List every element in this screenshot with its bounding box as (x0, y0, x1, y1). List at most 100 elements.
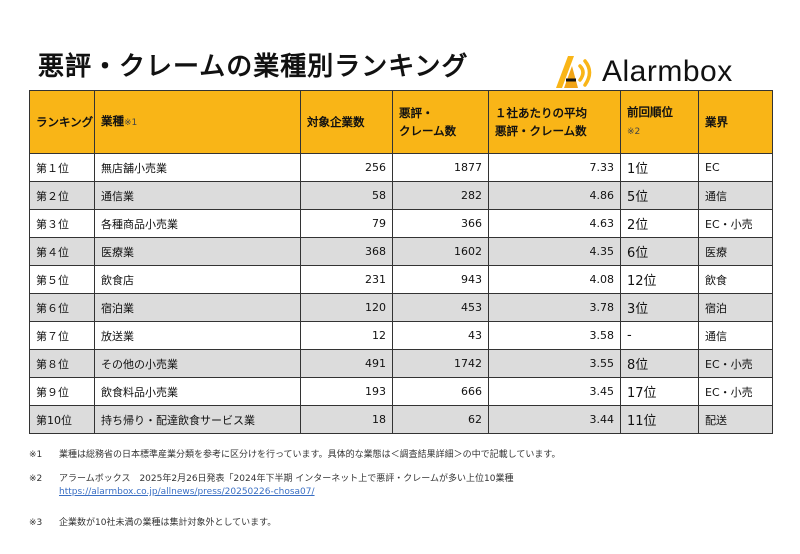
cell-sector: 医療 (698, 237, 773, 266)
cell-companies: 368 (300, 237, 393, 266)
table-row: 第８位 その他の小売業 491 1742 3.55 8位 EC・小売 (29, 349, 773, 378)
cell-sector: 宿泊 (698, 293, 773, 322)
header-complaints-line1: 悪評・ (399, 106, 434, 120)
brand-logo: Alarmbox (552, 52, 733, 92)
cell-complaints: 282 (392, 181, 489, 210)
header-prev-rank-label: 前回順位 (627, 105, 673, 119)
footnote-3: ※3 企業数が10社未満の業種は集計対象外としています。 (29, 517, 276, 530)
cell-average: 4.86 (488, 181, 621, 210)
header-average-line2: 悪評・クレーム数 (495, 124, 587, 138)
cell-rank: 第３位 (29, 209, 95, 238)
cell-industry: 放送業 (94, 321, 301, 350)
table-row: 第４位 医療業 368 1602 4.35 6位 医療 (29, 237, 773, 266)
footnote-1-mark: ※1 (29, 450, 43, 460)
cell-industry: その他の小売業 (94, 349, 301, 378)
header-industry-note: ※1 (124, 118, 138, 128)
cell-complaints: 666 (392, 377, 489, 406)
cell-average: 3.45 (488, 377, 621, 406)
cell-companies: 491 (300, 349, 393, 378)
cell-industry: 各種商品小売業 (94, 209, 301, 238)
cell-average: 4.63 (488, 209, 621, 238)
cell-industry: 持ち帰り・配達飲食サービス業 (94, 405, 301, 434)
cell-complaints: 43 (392, 321, 489, 350)
cell-average: 3.58 (488, 321, 621, 350)
cell-complaints: 1877 (392, 153, 489, 182)
header-average-line1: １社あたりの平均 (495, 106, 587, 120)
footnote-3-text: 企業数が10社未満の業種は集計対象外としています。 (59, 518, 277, 528)
cell-companies: 12 (300, 321, 393, 350)
cell-rank: 第４位 (29, 237, 95, 266)
cell-industry: 無店舗小売業 (94, 153, 301, 182)
cell-rank: 第６位 (29, 293, 95, 322)
alarm-logo-icon (556, 56, 592, 88)
cell-sector: 配送 (698, 405, 773, 434)
cell-sector: 通信 (698, 181, 773, 210)
cell-industry: 飲食料品小売業 (94, 377, 301, 406)
cell-prev-rank: 6位 (620, 237, 699, 266)
header-prev-rank-note: ※2 (627, 127, 641, 137)
ranking-table: ランキング 業種※1 対象企業数 悪評・ クレーム数 １社あたりの平均 悪評・クレー… (29, 90, 773, 434)
cell-rank: 第７位 (29, 321, 95, 350)
cell-companies: 79 (300, 209, 393, 238)
cell-complaints: 62 (392, 405, 489, 434)
cell-sector: 通信 (698, 321, 773, 350)
table-row: 第９位 飲食料品小売業 193 666 3.45 17位 EC・小売 (29, 377, 773, 406)
header-sector: 業界 (698, 90, 773, 154)
footnote-1: ※1 業種は総務省の日本標準産業分類を参考に区分けを行っています。具体的な業態は… (29, 449, 560, 462)
footnote-3-mark: ※3 (29, 518, 43, 528)
cell-prev-rank: 1位 (620, 153, 699, 182)
header-average: １社あたりの平均 悪評・クレーム数 (488, 90, 621, 154)
header-complaints-line2: クレーム数 (399, 124, 457, 138)
footnote-2-mark: ※2 (29, 474, 43, 484)
cell-average: 4.35 (488, 237, 621, 266)
cell-companies: 120 (300, 293, 393, 322)
table-row: 第３位 各種商品小売業 79 366 4.63 2位 EC・小売 (29, 209, 773, 238)
cell-companies: 18 (300, 405, 393, 434)
cell-complaints: 1602 (392, 237, 489, 266)
cell-industry: 宿泊業 (94, 293, 301, 322)
cell-sector: EC・小売 (698, 377, 773, 406)
cell-complaints: 453 (392, 293, 489, 322)
cell-rank: 第８位 (29, 349, 95, 378)
header-industry-label: 業種 (101, 114, 124, 128)
cell-industry: 医療業 (94, 237, 301, 266)
cell-average: 3.44 (488, 405, 621, 434)
brand-name: Alarmbox (602, 55, 733, 88)
cell-sector: 飲食 (698, 265, 773, 294)
cell-prev-rank: - (620, 321, 699, 350)
cell-companies: 256 (300, 153, 393, 182)
cell-rank: 第９位 (29, 377, 95, 406)
cell-average: 3.78 (488, 293, 621, 322)
page-title: 悪評・クレームの業種別ランキング (38, 52, 469, 82)
cell-industry: 飲食店 (94, 265, 301, 294)
footnote-2-text: アラームボックス 2025年2月26日発表「2024年下半期 インターネット上で… (59, 474, 514, 484)
cell-rank: 第２位 (29, 181, 95, 210)
cell-prev-rank: 2位 (620, 209, 699, 238)
header-complaints: 悪評・ クレーム数 (392, 90, 489, 154)
header-prev-rank: 前回順位 ※2 (620, 90, 699, 154)
cell-rank: 第１位 (29, 153, 95, 182)
table-row: 第５位 飲食店 231 943 4.08 12位 飲食 (29, 265, 773, 294)
cell-rank: 第５位 (29, 265, 95, 294)
cell-prev-rank: 17位 (620, 377, 699, 406)
cell-prev-rank: 5位 (620, 181, 699, 210)
cell-prev-rank: 3位 (620, 293, 699, 322)
cell-sector: EC・小売 (698, 349, 773, 378)
cell-average: 3.55 (488, 349, 621, 378)
cell-companies: 231 (300, 265, 393, 294)
cell-companies: 193 (300, 377, 393, 406)
cell-complaints: 1742 (392, 349, 489, 378)
header-industry: 業種※1 (94, 90, 301, 154)
cell-sector: EC・小売 (698, 209, 773, 238)
cell-prev-rank: 8位 (620, 349, 699, 378)
cell-rank: 第10位 (29, 405, 95, 434)
table-row: 第10位 持ち帰り・配達飲食サービス業 18 62 3.44 11位 配送 (29, 405, 773, 434)
cell-average: 4.08 (488, 265, 621, 294)
table-header-row: ランキング 業種※1 対象企業数 悪評・ クレーム数 １社あたりの平均 悪評・クレー… (29, 90, 773, 154)
cell-industry: 通信業 (94, 181, 301, 210)
cell-complaints: 943 (392, 265, 489, 294)
footnote-2-link[interactable]: https://alarmbox.co.jp/allnews/press/202… (59, 487, 315, 497)
cell-prev-rank: 11位 (620, 405, 699, 434)
cell-complaints: 366 (392, 209, 489, 238)
header-companies: 対象企業数 (300, 90, 393, 154)
